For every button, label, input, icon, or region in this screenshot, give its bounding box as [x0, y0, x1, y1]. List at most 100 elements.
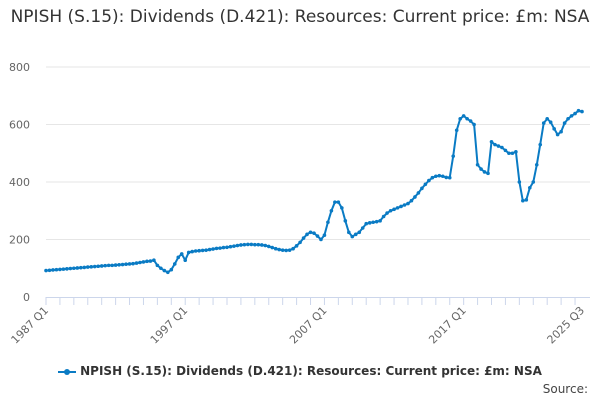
- data-point: [96, 264, 101, 269]
- data-point: [413, 195, 417, 199]
- data-point: [179, 252, 184, 256]
- data-point: [333, 200, 337, 204]
- data-point: [246, 242, 250, 247]
- data-point: [360, 226, 365, 230]
- data-point: [395, 206, 400, 210]
- data-point: [51, 268, 55, 272]
- y-tick-label: 600: [9, 119, 30, 132]
- data-point: [308, 230, 313, 235]
- x-tick-label: 2017 Q1: [426, 304, 469, 347]
- data-point: [190, 249, 194, 254]
- data-point: [381, 214, 386, 219]
- data-point: [259, 243, 264, 247]
- data-point: [280, 248, 285, 252]
- data-point: [225, 245, 229, 250]
- data-point: [270, 245, 275, 250]
- data-point: [343, 219, 348, 223]
- data-point: [193, 249, 198, 253]
- data-point: [155, 263, 160, 268]
- y-tick-label: 400: [9, 176, 30, 189]
- data-point: [353, 232, 358, 237]
- data-point: [510, 151, 515, 156]
- data-point: [552, 127, 556, 131]
- data-point: [378, 219, 382, 223]
- data-point: [517, 180, 522, 184]
- data-point: [152, 258, 156, 263]
- data-point: [440, 174, 445, 179]
- data-point: [406, 201, 410, 206]
- data-point: [169, 267, 174, 272]
- data-point: [479, 167, 483, 171]
- data-point: [127, 262, 132, 266]
- data-point: [545, 116, 549, 121]
- data-point: [82, 265, 87, 270]
- data-point: [312, 231, 316, 235]
- x-tick-label: 2025 Q3: [545, 304, 588, 347]
- data-point: [204, 248, 208, 252]
- data-point: [493, 142, 497, 147]
- data-point: [253, 242, 257, 247]
- data-point: [200, 248, 205, 253]
- data-point: [103, 263, 107, 268]
- series-line: [45, 109, 583, 274]
- data-point: [444, 175, 449, 180]
- y-tick-label: 800: [9, 61, 30, 74]
- data-point: [239, 243, 243, 247]
- data-point: [423, 182, 428, 187]
- data-point: [573, 111, 577, 116]
- data-point: [131, 261, 135, 266]
- data-point: [249, 242, 254, 247]
- data-point: [454, 128, 459, 133]
- data-point: [159, 266, 163, 271]
- legend-item[interactable]: NPISH (S.15): Dividends (D.421): Resourc…: [0, 364, 600, 378]
- data-point: [72, 266, 76, 271]
- data-point: [385, 211, 389, 215]
- data-point: [263, 243, 268, 248]
- data-point: [106, 263, 111, 268]
- data-point: [364, 221, 369, 226]
- data-point: [458, 116, 462, 121]
- data-point: [68, 266, 73, 271]
- data-point: [329, 208, 334, 213]
- data-point: [524, 198, 529, 202]
- data-point: [145, 259, 149, 264]
- data-point: [315, 234, 320, 238]
- data-point: [468, 119, 473, 123]
- data-point: [392, 207, 396, 212]
- data-point: [427, 178, 431, 183]
- data-point: [576, 108, 581, 113]
- data-point: [228, 244, 233, 249]
- legend-marker-icon: [58, 368, 77, 375]
- data-point: [218, 246, 222, 250]
- data-point: [256, 242, 261, 247]
- data-point: [148, 259, 153, 263]
- data-point: [120, 262, 125, 267]
- data-point: [402, 203, 407, 207]
- data-point: [89, 265, 94, 269]
- x-tick-label: 1987 Q1: [9, 304, 52, 347]
- data-point: [340, 206, 344, 210]
- data-point: [430, 175, 435, 180]
- data-point: [65, 267, 69, 271]
- data-point: [141, 260, 146, 264]
- data-point: [555, 132, 560, 137]
- data-point: [347, 230, 351, 235]
- data-point: [221, 245, 226, 250]
- data-point: [235, 243, 240, 248]
- data-point: [350, 234, 355, 239]
- data-point: [61, 267, 66, 271]
- data-point: [110, 263, 114, 268]
- data-point: [527, 185, 532, 190]
- data-point: [371, 220, 375, 225]
- data-point: [399, 204, 403, 209]
- data-point: [496, 144, 501, 148]
- data-point: [113, 263, 118, 267]
- data-point: [172, 262, 177, 266]
- data-point: [319, 237, 323, 242]
- data-point: [472, 122, 476, 127]
- data-point: [409, 198, 414, 203]
- data-point: [75, 266, 80, 270]
- legend-label: NPISH (S.15): Dividends (D.421): Resourc…: [80, 364, 542, 378]
- data-point: [541, 121, 546, 125]
